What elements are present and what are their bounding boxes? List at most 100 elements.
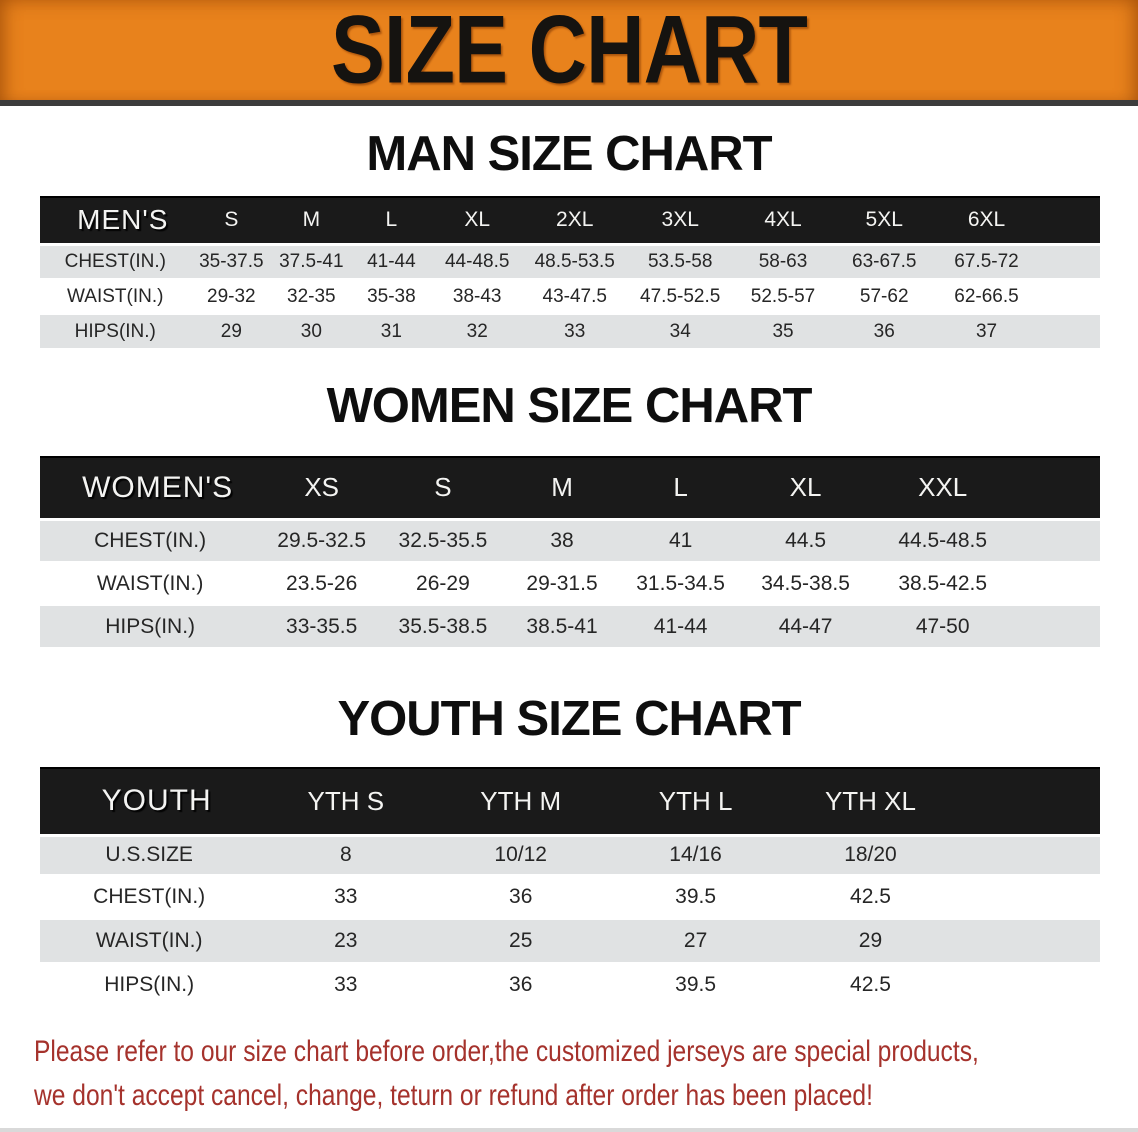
row-spacer <box>1014 562 1100 606</box>
size-value-cell: 39.5 <box>608 963 784 1008</box>
row-label: WAIST(IN.) <box>40 919 259 964</box>
men-size-column-header: M <box>272 196 351 245</box>
row-label: WAIST(IN.) <box>40 562 261 606</box>
women-measurement-row: HIPS(IN.) 33-35.5 35.5-38.5 38.5-41 41-44 44-… <box>40 605 1100 649</box>
size-value-cell: 31 <box>350 314 433 350</box>
size-value-cell: 42.5 <box>783 963 958 1008</box>
youth-size-table: YOUTH YTH S YTH M YTH L YTH XL U.S.SIZE 8 10/12… <box>40 767 1100 1008</box>
size-value-cell: 44-47 <box>739 605 872 649</box>
youth-section-heading: YOUTH SIZE CHART <box>337 692 801 746</box>
size-value-cell: 58-63 <box>733 242 833 280</box>
size-value-cell: 44.5-48.5 <box>871 517 1015 563</box>
men-section-heading: MAN SIZE CHART <box>366 127 772 181</box>
men-measurement-row: HIPS(IN.) 29 30 31 32 33 34 35 36 37 <box>40 314 1100 350</box>
men-size-column-header: 2XL <box>522 196 628 245</box>
size-value-cell: 32.5-35.5 <box>383 517 503 563</box>
women-size-table: WOMEN'S XS S M L XL XXL CHEST(IN.) 29.5-32.5 32.5… <box>40 456 1100 649</box>
size-value-cell: 52.5-57 <box>733 279 833 315</box>
row-spacer <box>957 963 1100 1008</box>
size-value-cell: 34 <box>627 314 734 350</box>
youth-measurement-row: U.S.SIZE 8 10/12 14/16 18/20 <box>40 833 1100 876</box>
size-value-cell: 48.5-53.5 <box>522 242 628 280</box>
header-spacer <box>1014 456 1100 520</box>
size-value-cell: 23.5-26 <box>260 562 384 606</box>
men-measurement-row: WAIST(IN.) 29-32 32-35 35-38 38-43 43-47.5 47.… <box>40 279 1100 315</box>
women-measurement-row: WAIST(IN.) 23.5-26 26-29 29-31.5 31.5-34.5 34… <box>40 562 1100 606</box>
men-size-column-header: L <box>350 196 433 245</box>
row-label: HIPS(IN.) <box>40 314 191 350</box>
size-value-cell: 38 <box>502 517 622 563</box>
youth-size-section: YOUTH SIZE CHART YOUTH YTH S YTH M YTH L YTH… <box>0 695 1138 1008</box>
size-value-cell: 31.5-34.5 <box>621 562 740 606</box>
row-spacer <box>957 919 1100 964</box>
women-size-column-header: L <box>621 456 740 520</box>
size-value-cell: 47-50 <box>871 605 1015 649</box>
row-spacer <box>1014 517 1100 563</box>
youth-measurement-row: CHEST(IN.) 33 36 39.5 42.5 <box>40 875 1100 920</box>
women-measurement-row: CHEST(IN.) 29.5-32.5 32.5-35.5 38 41 44.5 44.5… <box>40 517 1100 563</box>
size-value-cell: 35.5-38.5 <box>383 605 503 649</box>
size-value-cell: 41-44 <box>350 242 433 280</box>
size-value-cell: 29-32 <box>190 279 273 315</box>
women-size-column-header: M <box>502 456 622 520</box>
size-value-cell: 36 <box>433 963 609 1008</box>
size-value-cell: 26-29 <box>383 562 503 606</box>
row-spacer <box>957 875 1100 920</box>
header-spacer <box>1037 196 1100 245</box>
youth-group-label: YOUTH <box>40 767 259 836</box>
men-size-column-header: 4XL <box>733 196 833 245</box>
women-header-row: WOMEN'S XS S M L XL XXL <box>40 456 1100 520</box>
size-value-cell: 23 <box>258 919 434 964</box>
row-label: HIPS(IN.) <box>40 963 259 1008</box>
men-size-column-header: 3XL <box>627 196 734 245</box>
row-label: HIPS(IN.) <box>40 605 261 649</box>
youth-size-column-header: YTH M <box>433 767 609 836</box>
men-size-column-header: 6XL <box>935 196 1038 245</box>
size-value-cell: 29 <box>190 314 273 350</box>
size-value-cell: 29.5-32.5 <box>260 517 384 563</box>
row-spacer <box>1037 279 1100 315</box>
women-size-column-header: XXL <box>871 456 1015 520</box>
size-value-cell: 43-47.5 <box>522 279 628 315</box>
size-value-cell: 63-67.5 <box>832 242 936 280</box>
row-label: CHEST(IN.) <box>40 517 261 563</box>
size-value-cell: 41-44 <box>621 605 740 649</box>
size-value-cell: 41 <box>621 517 740 563</box>
women-size-column-header: S <box>383 456 503 520</box>
size-value-cell: 33 <box>522 314 628 350</box>
row-label: WAIST(IN.) <box>40 279 191 315</box>
men-header-row: MEN'S S M L XL 2XL 3XL 4XL 5XL 6XL <box>40 196 1100 245</box>
women-size-column-header: XS <box>260 456 384 520</box>
size-value-cell: 18/20 <box>783 833 958 876</box>
men-size-column-header: 5XL <box>832 196 936 245</box>
women-size-column-header: XL <box>739 456 872 520</box>
disclaimer-line-2: we don't accept cancel, change, teturn o… <box>34 1079 873 1112</box>
size-value-cell: 36 <box>832 314 936 350</box>
size-value-cell: 14/16 <box>608 833 784 876</box>
size-value-cell: 53.5-58 <box>627 242 734 280</box>
size-value-cell: 42.5 <box>783 875 958 920</box>
size-value-cell: 32 <box>432 314 523 350</box>
men-group-label: MEN'S <box>40 196 191 245</box>
men-measurement-row: CHEST(IN.) 35-37.5 37.5-41 41-44 44-48.5 48.5… <box>40 242 1100 280</box>
men-size-column-header: XL <box>432 196 523 245</box>
size-value-cell: 25 <box>433 919 609 964</box>
size-chart-banner: SIZE CHART <box>0 0 1138 106</box>
youth-measurement-row: HIPS(IN.) 33 36 39.5 42.5 <box>40 963 1100 1008</box>
size-value-cell: 38.5-42.5 <box>871 562 1015 606</box>
banner-title: SIZE CHART <box>331 0 808 104</box>
disclaimer-line-1: Please refer to our size chart before or… <box>34 1035 979 1068</box>
size-value-cell: 44.5 <box>739 517 872 563</box>
size-value-cell: 8 <box>258 833 434 876</box>
row-spacer <box>1037 314 1100 350</box>
size-value-cell: 44-48.5 <box>432 242 523 280</box>
size-value-cell: 29 <box>783 919 958 964</box>
image-bottom-edge <box>0 1128 1138 1132</box>
size-value-cell: 29-31.5 <box>502 562 622 606</box>
size-value-cell: 33 <box>258 963 434 1008</box>
youth-size-column-header: YTH XL <box>783 767 958 836</box>
youth-size-column-header: YTH L <box>608 767 784 836</box>
row-spacer <box>1014 605 1100 649</box>
size-value-cell: 32-35 <box>272 279 351 315</box>
youth-measurement-row: WAIST(IN.) 23 25 27 29 <box>40 919 1100 964</box>
